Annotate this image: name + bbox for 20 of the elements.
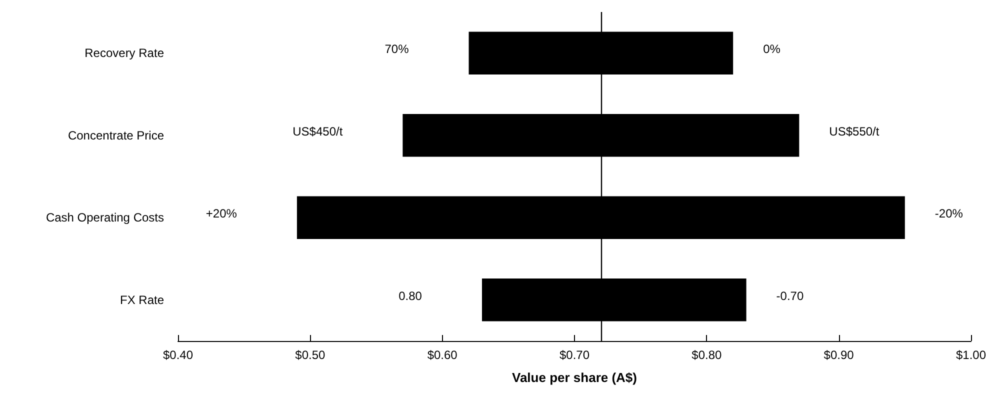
y-tick-label: Recovery Rate [84, 46, 164, 60]
y-tick-label: Cash Operating Costs [46, 210, 164, 225]
annotation: 70% [384, 42, 410, 56]
x-tick-label: $1.00 [956, 348, 986, 362]
y-tick-label: FX Rate [120, 292, 164, 307]
annotation: US$450/t [292, 124, 344, 138]
x-tick-label: $0.90 [824, 348, 854, 362]
annotation: 0.80 [398, 288, 422, 303]
annotation: -0.70 [776, 288, 804, 303]
x-tick-label: $0.80 [692, 348, 722, 362]
annotation: +20% [206, 206, 238, 221]
x-axis-title: Value per share (A$) [512, 370, 637, 385]
x-tick-label: $0.50 [295, 348, 326, 362]
annotation: -20% [934, 206, 964, 221]
annotation: US$550/t [829, 124, 880, 138]
y-tick-label: Concentrate Price [68, 128, 164, 142]
x-tick-label: $0.70 [559, 348, 590, 362]
annotation: 0% [763, 42, 781, 56]
x-tick-label: $0.60 [427, 348, 458, 362]
x-tick-label: $0.40 [162, 348, 194, 362]
